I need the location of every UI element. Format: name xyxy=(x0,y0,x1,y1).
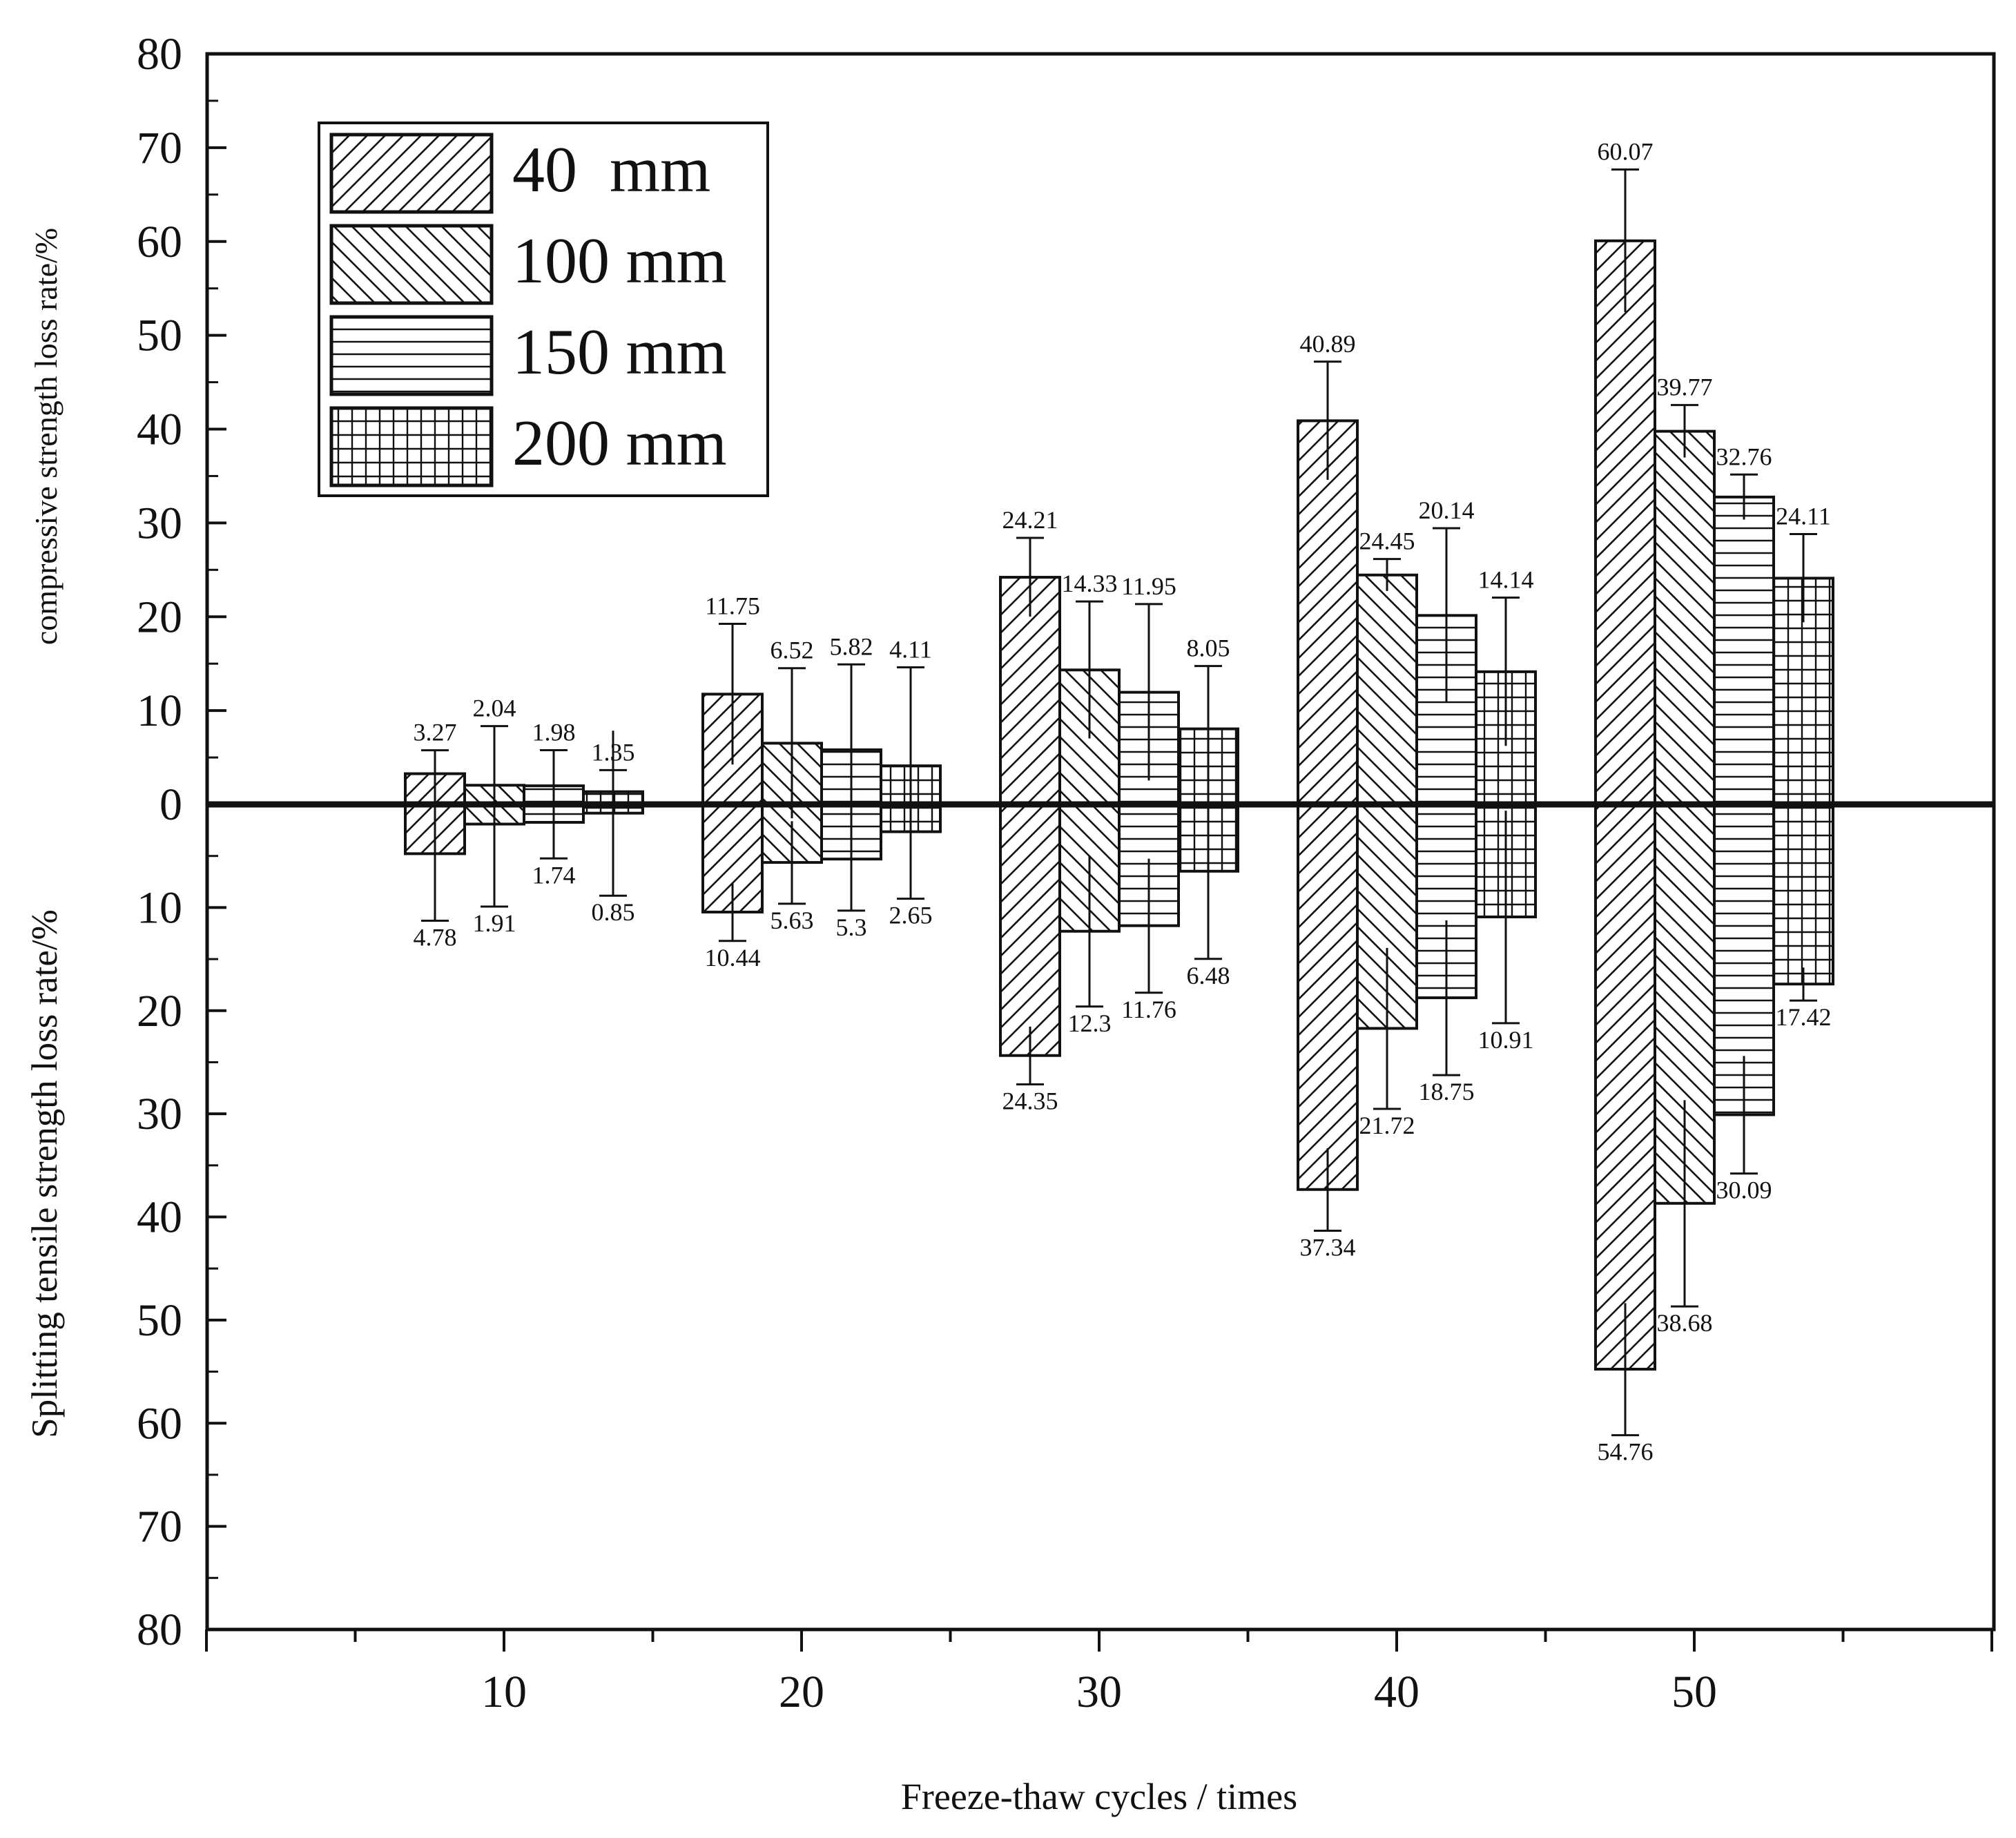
error-bars-layer xyxy=(421,168,1817,1437)
y-axis-label-lower: Splitting tensile strength loss rate/% xyxy=(25,909,65,1438)
value-label-splitting: 21.72 xyxy=(1359,1112,1415,1139)
legend-swatch-40mm xyxy=(329,133,494,214)
value-label-compressive: 11.95 xyxy=(1121,572,1176,600)
bar-splitting xyxy=(1594,803,1656,1371)
y-tick-label: 40 xyxy=(137,1192,182,1243)
y-tick-label: 20 xyxy=(137,592,182,642)
y-axis-label-upper: compressive strength loss rate/% xyxy=(28,228,64,645)
legend-label-200mm: 200 mm xyxy=(512,407,727,479)
bar-compressive xyxy=(1594,239,1656,806)
y-tick-label: 30 xyxy=(137,1089,182,1139)
x-tick-label: 30 xyxy=(1076,1667,1122,1717)
legend-item-100mm: 100 mm xyxy=(329,224,727,305)
value-label-splitting: 17.42 xyxy=(1776,1003,1832,1031)
bar-splitting xyxy=(1772,803,1834,986)
value-label-splitting: 18.75 xyxy=(1419,1078,1475,1105)
y-tick-label: 0 xyxy=(159,780,182,830)
value-label-compressive: 6.52 xyxy=(770,637,814,664)
bars-layer xyxy=(404,239,1834,1371)
y-tick-label: 60 xyxy=(137,1398,182,1449)
value-label-compressive: 11.75 xyxy=(705,592,760,619)
y-tick-label: 60 xyxy=(137,217,182,267)
value-label-splitting: 5.63 xyxy=(770,907,814,934)
value-label-compressive: 24.11 xyxy=(1776,503,1831,530)
y-tick-label: 80 xyxy=(137,1605,182,1655)
value-label-compressive: 39.77 xyxy=(1657,374,1713,401)
value-label-splitting: 37.34 xyxy=(1300,1234,1356,1261)
bar-compressive xyxy=(1297,419,1359,806)
legend-swatch-150mm xyxy=(329,315,494,396)
bar-compressive xyxy=(1356,573,1418,806)
y-tick-label: 70 xyxy=(137,1502,182,1552)
bar-splitting xyxy=(1297,803,1359,1191)
legend-label-150mm: 150 mm xyxy=(512,316,727,388)
x-tick-label: 10 xyxy=(481,1667,527,1717)
value-label-compressive: 2.04 xyxy=(473,695,516,722)
y-tick-label: 50 xyxy=(137,311,182,361)
legend-item-150mm: 150 mm xyxy=(329,315,727,396)
value-label-compressive: 20.14 xyxy=(1419,496,1475,524)
value-label-splitting: 5.3 xyxy=(836,913,867,941)
x-axis: 10 20 30 40 50 xyxy=(205,1629,1993,1717)
x-tick-label: 50 xyxy=(1671,1667,1717,1717)
value-label-splitting: 10.91 xyxy=(1478,1026,1534,1054)
y-tick-label: 50 xyxy=(137,1295,182,1346)
x-axis-label: Freeze-thaw cycles / times xyxy=(901,1776,1297,1817)
value-label-compressive: 14.14 xyxy=(1478,566,1534,594)
value-label-splitting: 10.44 xyxy=(705,944,761,971)
value-label-splitting: 4.78 xyxy=(414,923,457,951)
value-label-splitting: 2.65 xyxy=(889,902,933,929)
bar-splitting xyxy=(999,803,1061,1057)
value-label-compressive: 4.11 xyxy=(889,635,932,663)
value-label-compressive: 5.82 xyxy=(830,632,873,660)
y-axis: 0 80 70 60 50 40 30 20 10 10 20 30 40 50 60 70 80 xyxy=(137,29,226,1655)
value-label-splitting: 11.76 xyxy=(1121,996,1176,1023)
legend: 40 mm 100 mm 150 mm 200 mm xyxy=(318,122,769,497)
y-tick-label: 40 xyxy=(137,405,182,455)
value-label-splitting: 1.91 xyxy=(473,909,516,937)
value-label-splitting: 6.48 xyxy=(1187,962,1230,989)
value-label-splitting: 24.35 xyxy=(1002,1087,1058,1115)
legend-item-40mm: 40 mm xyxy=(329,133,710,214)
value-label-compressive: 24.21 xyxy=(1002,506,1058,534)
bar-compressive xyxy=(1713,495,1775,806)
value-label-splitting: 38.68 xyxy=(1657,1309,1713,1337)
y-tick-label: 10 xyxy=(137,882,182,933)
value-label-splitting: 1.74 xyxy=(532,861,576,889)
value-label-compressive: 14.33 xyxy=(1062,570,1118,597)
value-labels-layer: 3.27 4.78 2.04 1.91 1.98 1.74 1.35 0.85 11.75 10.… xyxy=(414,138,1832,1466)
value-label-compressive: 60.07 xyxy=(1598,138,1654,166)
value-label-splitting: 12.3 xyxy=(1068,1009,1112,1037)
value-label-splitting: 30.09 xyxy=(1716,1177,1772,1204)
legend-swatch-200mm xyxy=(329,406,494,487)
value-label-compressive: 40.89 xyxy=(1300,330,1356,358)
value-label-splitting: 0.85 xyxy=(592,898,635,926)
x-tick-label: 20 xyxy=(779,1667,824,1717)
value-label-compressive: 32.76 xyxy=(1716,443,1772,470)
value-label-compressive: 8.05 xyxy=(1187,635,1230,662)
y-tick-label: 80 xyxy=(137,29,182,79)
value-label-compressive: 1.35 xyxy=(592,738,635,766)
y-tick-label: 30 xyxy=(137,498,182,548)
x-tick-label: 40 xyxy=(1374,1667,1419,1717)
value-label-compressive: 1.98 xyxy=(532,718,576,746)
value-label-splitting: 54.76 xyxy=(1598,1438,1654,1466)
legend-swatch-100mm xyxy=(329,224,494,305)
legend-label-100mm: 100 mm xyxy=(512,225,727,297)
y-tick-label: 10 xyxy=(137,686,182,736)
legend-item-200mm: 200 mm xyxy=(329,406,727,487)
value-label-compressive: 3.27 xyxy=(414,719,457,746)
bar-compressive xyxy=(1654,429,1716,806)
y-tick-label: 70 xyxy=(137,123,182,173)
legend-label-40mm: 40 mm xyxy=(512,134,710,206)
y-tick-label: 20 xyxy=(137,986,182,1036)
value-label-compressive: 24.45 xyxy=(1359,528,1415,555)
